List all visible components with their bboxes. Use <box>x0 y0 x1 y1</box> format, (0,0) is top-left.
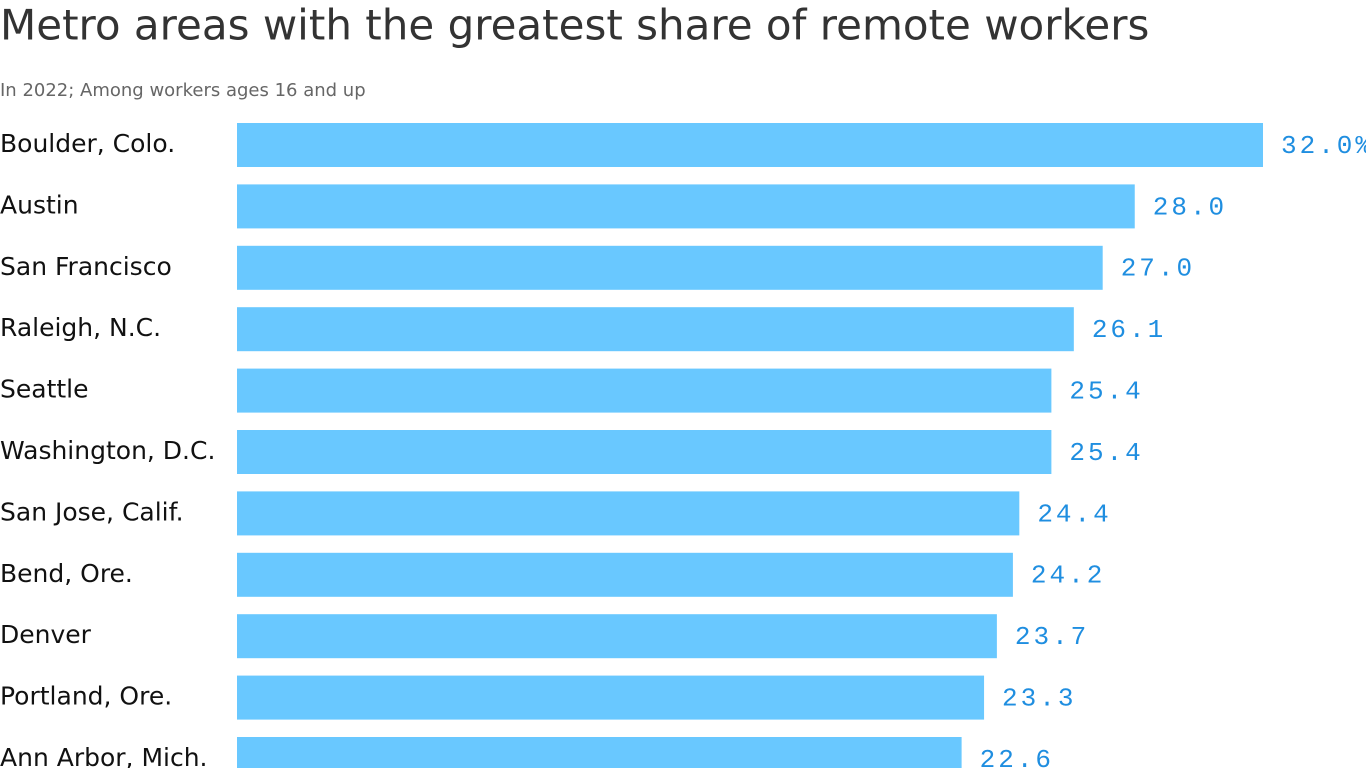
bar <box>237 614 997 659</box>
value-label: 23.3 <box>1002 683 1076 713</box>
category-label: San Jose, Calif. <box>0 497 184 526</box>
bar <box>237 123 1263 167</box>
bar <box>237 430 1052 474</box>
category-label: Raleigh, N.C. <box>0 313 161 342</box>
chart-title: Metro areas with the greatest share of r… <box>0 1 1149 50</box>
value-label: 25.4 <box>1069 438 1143 468</box>
value-label: 23.7 <box>1015 622 1089 652</box>
value-label: 32.0% <box>1281 131 1366 161</box>
category-label: Bend, Ore. <box>0 559 133 588</box>
value-label: 27.0 <box>1121 254 1195 284</box>
bar <box>237 737 962 768</box>
category-label: Austin <box>0 190 79 219</box>
bar <box>237 491 1020 536</box>
category-label: Boulder, Colo. <box>0 129 175 158</box>
value-label: 24.2 <box>1031 561 1105 591</box>
value-label: 25.4 <box>1069 376 1143 406</box>
value-label: 22.6 <box>980 745 1054 768</box>
category-label: Denver <box>0 620 92 649</box>
bar <box>237 184 1135 229</box>
category-label: Ann Arbor, Mich. <box>0 743 208 768</box>
bar <box>237 675 985 720</box>
category-label: Washington, D.C. <box>0 436 215 465</box>
bar <box>237 245 1103 290</box>
value-label: 26.1 <box>1092 315 1166 345</box>
category-label: Seattle <box>0 375 89 404</box>
value-label: 24.4 <box>1037 499 1111 529</box>
bar <box>237 552 1013 597</box>
category-label: Portland, Ore. <box>0 682 172 711</box>
value-label: 28.0 <box>1153 192 1227 222</box>
category-label: San Francisco <box>0 252 172 281</box>
chart-subtitle: In 2022; Among workers ages 16 and up <box>0 80 366 101</box>
bar <box>237 307 1074 352</box>
bar <box>237 368 1052 413</box>
